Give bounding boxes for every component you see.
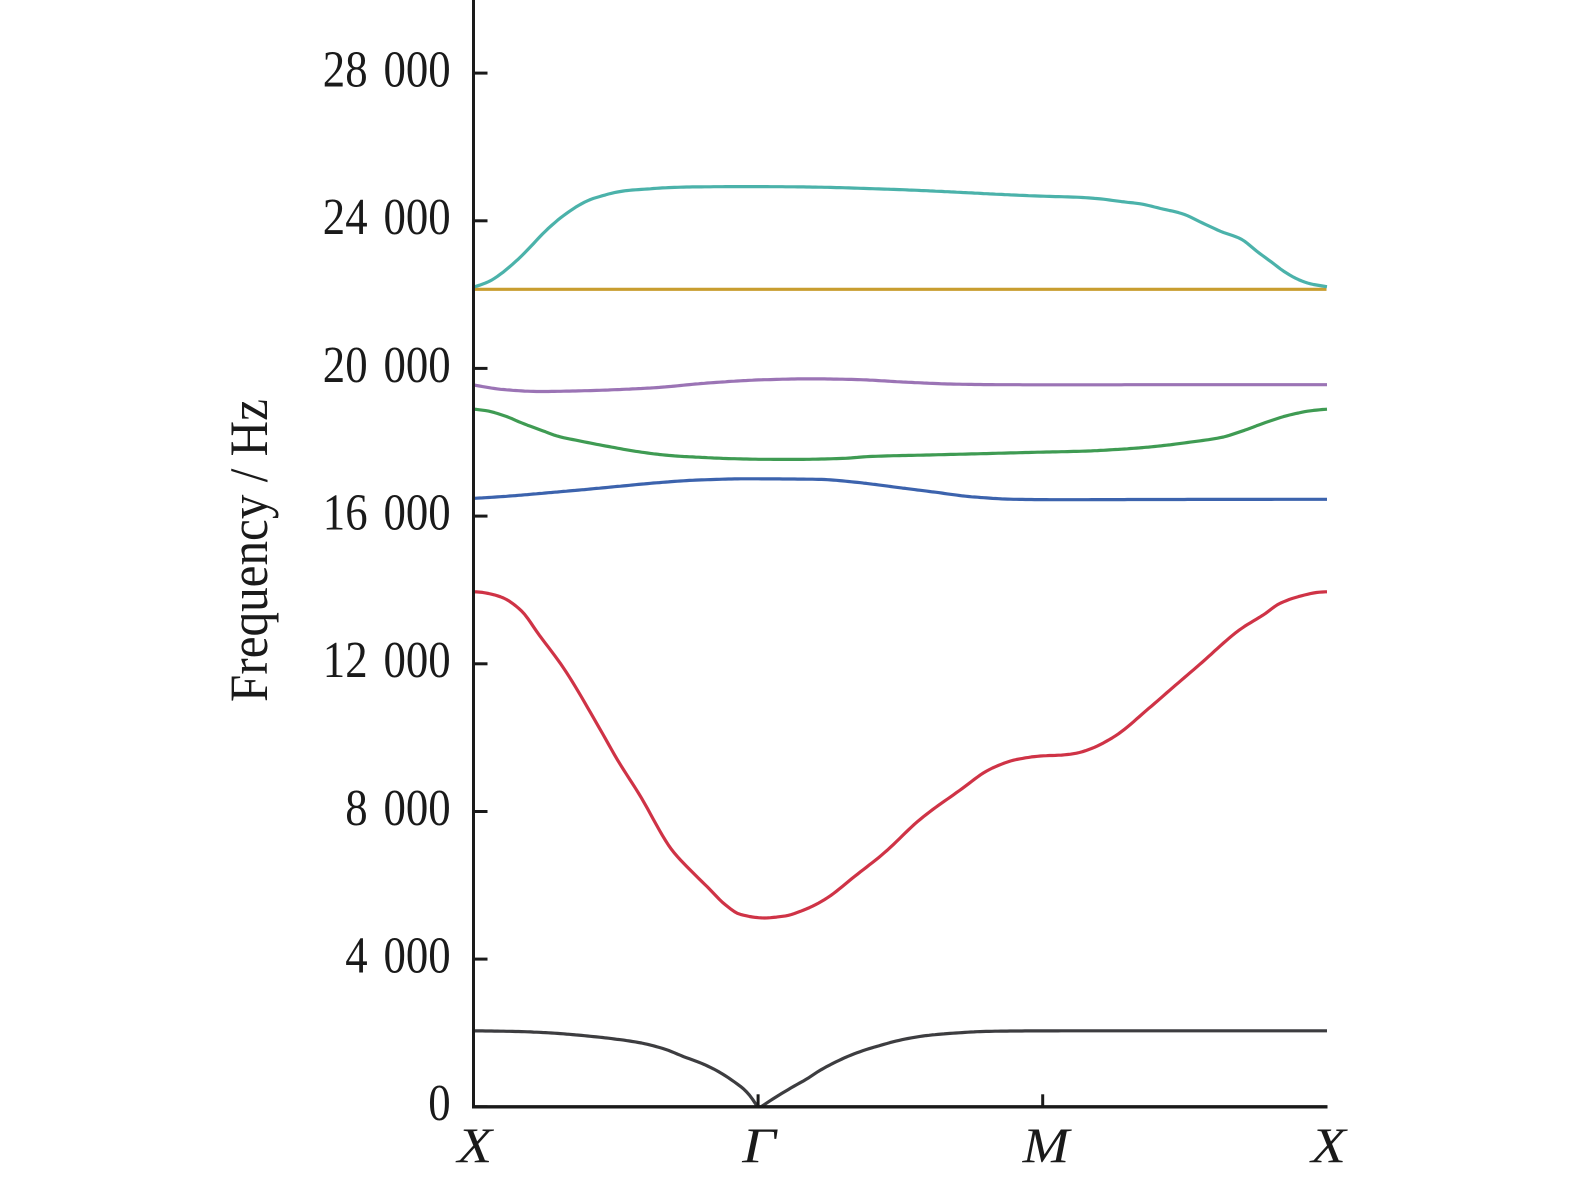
svg-text:X: X — [1309, 1117, 1348, 1173]
svg-text:000: 000 — [384, 189, 451, 246]
svg-text:000: 000 — [384, 337, 451, 394]
svg-text:4: 4 — [345, 928, 367, 985]
svg-text:000: 000 — [384, 928, 451, 985]
svg-text:28: 28 — [323, 42, 368, 99]
svg-text:000: 000 — [384, 632, 451, 689]
svg-text:20: 20 — [323, 337, 368, 394]
svg-text:Frequency / Hz: Frequency / Hz — [219, 399, 279, 702]
svg-text:12: 12 — [323, 632, 368, 689]
svg-text:X: X — [455, 1117, 494, 1173]
svg-text:24: 24 — [323, 189, 368, 246]
svg-text:000: 000 — [384, 780, 451, 837]
svg-text:000: 000 — [384, 42, 451, 99]
svg-text:M: M — [1022, 1119, 1073, 1174]
svg-text:Γ: Γ — [741, 1117, 778, 1173]
svg-text:0: 0 — [428, 1075, 450, 1132]
svg-text:000: 000 — [384, 485, 451, 542]
svg-text:8: 8 — [345, 780, 367, 837]
svg-text:16: 16 — [323, 485, 368, 542]
